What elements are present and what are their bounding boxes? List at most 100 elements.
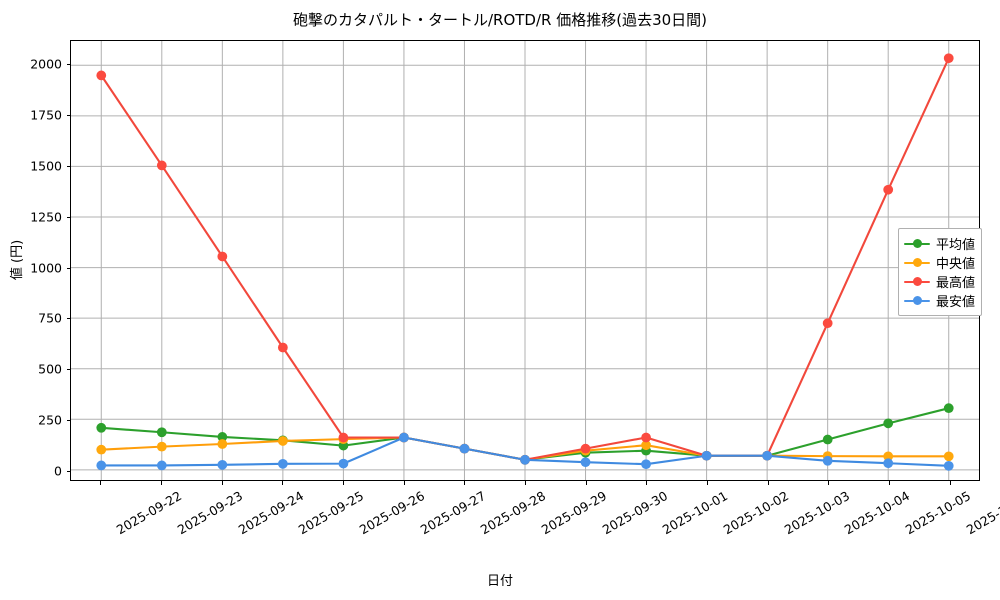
data-point xyxy=(883,418,894,429)
data-point xyxy=(277,342,288,353)
data-point xyxy=(822,455,833,466)
legend-item-2[interactable]: 最高値 xyxy=(904,272,975,291)
x-tick-mark xyxy=(100,481,102,485)
data-point xyxy=(217,459,228,470)
grid-layer xyxy=(71,41,979,480)
data-point xyxy=(96,444,107,455)
y-tick-mark xyxy=(66,470,70,472)
x-axis-title: 日付 xyxy=(486,574,513,589)
y-tick-label: 1750 xyxy=(30,107,62,123)
legend-swatch-icon xyxy=(904,237,930,251)
series-line-0 xyxy=(100,407,950,461)
y-tick-label: 2000 xyxy=(30,56,62,72)
data-point xyxy=(701,450,712,461)
y-tick-label: 750 xyxy=(38,310,62,326)
y-tick-mark xyxy=(66,216,70,218)
data-point xyxy=(641,440,651,451)
y-tick-mark xyxy=(66,64,70,66)
x-tick-label: 2025-10-05 xyxy=(902,488,974,538)
data-point xyxy=(96,422,107,433)
legend-item-3[interactable]: 最安値 xyxy=(904,291,975,310)
x-tick-mark xyxy=(525,481,526,485)
x-tick-label: 2025-09-28 xyxy=(478,488,549,538)
x-tick-label: 2025-09-26 xyxy=(356,488,428,538)
legend-swatch-icon xyxy=(904,275,930,289)
legend-item-0[interactable]: 平均値 xyxy=(904,234,975,253)
x-tick-label: 2025-09-22 xyxy=(114,488,185,538)
x-tick-mark xyxy=(767,481,769,485)
y-tick-mark xyxy=(66,420,70,422)
data-point xyxy=(156,427,167,438)
x-tick-mark xyxy=(403,481,405,485)
data-point xyxy=(641,432,651,443)
data-point xyxy=(943,403,954,414)
x-tick-mark xyxy=(464,481,466,485)
series-line-2 xyxy=(100,57,950,461)
data-point xyxy=(883,451,894,462)
series-layer xyxy=(96,53,954,471)
legend-label: 最高値 xyxy=(936,276,976,291)
x-tick-label: 2025-10-03 xyxy=(781,488,852,538)
data-point xyxy=(883,184,894,195)
data-point xyxy=(338,432,349,443)
legend-item-1[interactable]: 中央値 xyxy=(904,253,975,272)
data-point xyxy=(217,432,228,442)
chart-legend: 平均値中央値最高値最安値 xyxy=(898,228,983,316)
x-tick-label: 2025-10-02 xyxy=(720,488,792,538)
data-point xyxy=(96,460,107,471)
data-point xyxy=(459,443,470,454)
legend-label: 最安値 xyxy=(936,295,976,310)
y-tick-label: 500 xyxy=(38,361,62,377)
legend-swatch-icon xyxy=(904,294,930,308)
data-point xyxy=(217,251,228,262)
plot-area xyxy=(70,40,980,481)
data-point xyxy=(641,459,651,470)
x-tick-mark xyxy=(949,481,951,485)
data-point xyxy=(762,450,773,461)
y-axis-title: 値 (円) xyxy=(10,239,25,281)
data-point xyxy=(338,458,349,469)
x-tick-mark xyxy=(161,481,162,485)
x-tick-mark xyxy=(828,481,830,485)
y-tick-mark xyxy=(66,318,70,320)
y-tick-label: 250 xyxy=(38,412,62,428)
x-tick-mark xyxy=(282,481,284,485)
x-tick-mark xyxy=(646,481,648,485)
data-point xyxy=(822,434,833,445)
x-tick-mark xyxy=(707,481,708,485)
data-point xyxy=(156,160,167,171)
legend-swatch-icon xyxy=(904,256,930,270)
x-tick-mark xyxy=(343,481,344,485)
data-point xyxy=(156,441,167,452)
data-point xyxy=(943,460,954,471)
y-tick-label: 0 xyxy=(54,463,62,479)
x-tick-label: 2025-10-04 xyxy=(842,488,913,538)
y-tick-mark xyxy=(66,267,70,269)
y-tick-label: 1250 xyxy=(30,209,62,225)
data-point xyxy=(277,436,288,446)
y-tick-mark xyxy=(66,369,70,371)
x-tick-mark xyxy=(889,481,890,485)
data-point xyxy=(156,460,167,471)
y-tick-label: 1500 xyxy=(30,158,62,174)
legend-label: 中央値 xyxy=(936,257,976,272)
data-point xyxy=(96,70,107,81)
data-point xyxy=(883,458,894,469)
data-point xyxy=(520,454,530,465)
y-tick-mark xyxy=(66,166,70,167)
data-point xyxy=(277,458,288,469)
data-point xyxy=(580,443,591,454)
data-point xyxy=(943,451,954,462)
x-tick-mark xyxy=(221,481,223,485)
x-tick-label: 2025-09-30 xyxy=(599,488,670,538)
x-tick-label: 2025-10-01 xyxy=(660,488,731,538)
chart-title: 砲撃のカタパルト・タートル/ROTD/R 価格推移(過去30日間) xyxy=(292,11,708,29)
y-tick-label: 1000 xyxy=(30,260,62,276)
x-tick-label: 2025-09-23 xyxy=(174,488,246,538)
x-tick-label: 2025-09-24 xyxy=(235,488,306,538)
x-tick-label: 2025-09-27 xyxy=(417,488,488,538)
legend-label: 平均値 xyxy=(936,238,976,253)
x-tick-label: 2025-09-25 xyxy=(296,488,367,538)
x-tick-mark xyxy=(585,481,587,485)
